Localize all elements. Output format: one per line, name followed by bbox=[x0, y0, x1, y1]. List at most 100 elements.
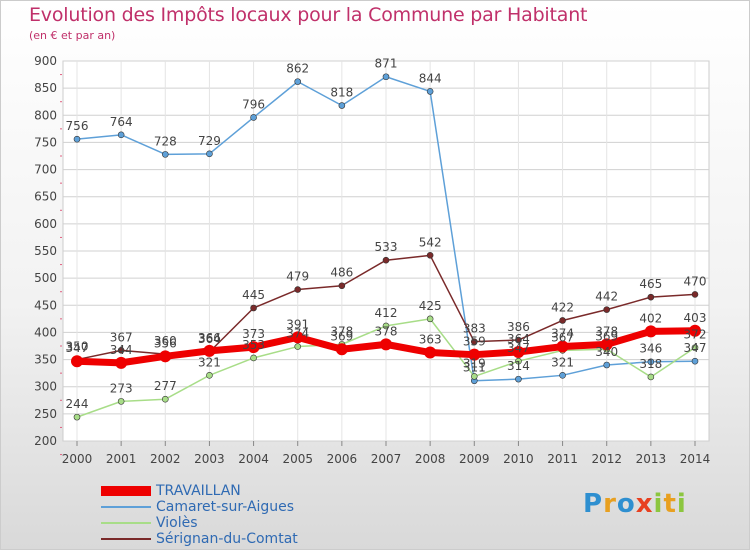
y-tick-label: 850 bbox=[34, 81, 57, 95]
data-point bbox=[556, 340, 569, 353]
data-label: 318 bbox=[639, 357, 662, 371]
legend-item: Camaret-sur-Aigues bbox=[101, 499, 401, 515]
data-label: 422 bbox=[551, 300, 574, 314]
data-label: 383 bbox=[463, 322, 486, 336]
data-point bbox=[338, 102, 346, 109]
data-label: 533 bbox=[375, 240, 398, 254]
x-tick-label: 2014 bbox=[680, 452, 711, 466]
legend-swatch bbox=[101, 486, 151, 496]
chart-title: Evolution des Impôts locaux pour la Comm… bbox=[29, 4, 588, 26]
data-label: 818 bbox=[330, 86, 353, 100]
logo-letter: x bbox=[635, 489, 654, 519]
data-point bbox=[515, 357, 522, 365]
data-label: 378 bbox=[330, 324, 353, 338]
logo-letter: P bbox=[583, 489, 604, 519]
y-tick-label: 600 bbox=[34, 217, 57, 231]
data-label: 729 bbox=[198, 134, 221, 148]
data-point bbox=[294, 78, 302, 85]
data-label: 363 bbox=[419, 333, 442, 347]
data-label: 367 bbox=[110, 330, 133, 344]
data-label: 391 bbox=[286, 317, 309, 331]
data-label: 378 bbox=[375, 324, 398, 338]
data-label: 470 bbox=[684, 274, 707, 288]
data-label: 412 bbox=[375, 306, 398, 320]
x-tick-label: 2003 bbox=[194, 452, 225, 466]
data-label: 871 bbox=[375, 57, 398, 71]
data-label: 386 bbox=[507, 320, 530, 334]
data-label: 364 bbox=[198, 332, 221, 346]
data-point bbox=[117, 131, 125, 139]
legend-item: TRAVAILLAN bbox=[101, 483, 401, 499]
data-label: 796 bbox=[242, 97, 265, 111]
data-point bbox=[382, 322, 390, 330]
x-tick-label: 2009 bbox=[459, 452, 490, 466]
y-tick-label: 650 bbox=[34, 190, 57, 204]
data-point bbox=[691, 357, 699, 365]
data-point bbox=[689, 324, 701, 337]
data-point bbox=[73, 135, 81, 143]
legend-label: TRAVAILLAN bbox=[156, 483, 241, 499]
data-point bbox=[559, 372, 566, 379]
data-label: 321 bbox=[551, 355, 574, 369]
data-point bbox=[644, 325, 657, 338]
data-label: 479 bbox=[286, 270, 309, 284]
data-label: 728 bbox=[154, 134, 177, 148]
data-label: 425 bbox=[419, 299, 442, 313]
data-point bbox=[647, 373, 655, 381]
data-point bbox=[73, 413, 81, 421]
data-point bbox=[161, 151, 169, 158]
logo-letter: o bbox=[616, 489, 636, 519]
data-point bbox=[382, 256, 390, 264]
data-label: 367 bbox=[551, 330, 574, 344]
y-tick-label: 250 bbox=[34, 407, 57, 421]
logo-letter: r bbox=[603, 489, 617, 519]
data-point bbox=[206, 372, 213, 379]
data-point bbox=[426, 88, 434, 95]
data-point bbox=[470, 338, 478, 345]
data-label: 311 bbox=[463, 361, 486, 375]
data-label: 764 bbox=[110, 115, 133, 129]
x-tick-label: 2005 bbox=[282, 452, 313, 466]
data-point bbox=[335, 343, 348, 356]
data-point bbox=[206, 150, 213, 158]
x-tick-label: 2000 bbox=[62, 452, 93, 466]
data-point bbox=[382, 73, 390, 81]
data-point bbox=[203, 344, 216, 357]
data-label: 442 bbox=[595, 290, 618, 304]
chart-legend: TRAVAILLAN Camaret-sur-Aigues Violès Sérign… bbox=[101, 483, 401, 547]
data-point bbox=[691, 344, 699, 351]
x-tick-label: 2006 bbox=[327, 452, 358, 466]
logo-letter: i bbox=[653, 489, 664, 519]
data-label: 364 bbox=[507, 332, 530, 346]
data-label: 402 bbox=[639, 311, 662, 325]
data-label: 353 bbox=[242, 338, 265, 352]
data-point bbox=[250, 304, 257, 312]
data-label: 369 bbox=[595, 329, 618, 343]
data-point bbox=[159, 350, 172, 363]
data-point bbox=[426, 252, 434, 259]
data-point bbox=[426, 315, 434, 323]
y-tick-label: 450 bbox=[34, 298, 57, 312]
data-point bbox=[647, 293, 655, 301]
data-label: 273 bbox=[110, 381, 133, 395]
data-label: 374 bbox=[551, 327, 574, 341]
legend-swatch bbox=[101, 506, 151, 508]
legend-item: Sérignan-du-Comtat bbox=[101, 531, 401, 547]
data-point bbox=[512, 345, 525, 358]
x-tick-label: 2013 bbox=[636, 452, 667, 466]
data-label: 378 bbox=[595, 324, 618, 338]
data-point bbox=[647, 358, 655, 366]
data-label: 372 bbox=[684, 328, 707, 342]
data-point bbox=[380, 338, 392, 351]
data-label: 340 bbox=[595, 345, 618, 359]
data-label: 347 bbox=[684, 341, 707, 355]
data-label: 359 bbox=[463, 335, 486, 349]
x-tick-label: 2002 bbox=[150, 452, 181, 466]
data-label: 347 bbox=[507, 341, 530, 355]
data-point bbox=[291, 331, 304, 344]
data-point bbox=[470, 373, 478, 380]
legend-label: Sérignan-du-Comtat bbox=[156, 531, 298, 547]
x-tick-label: 2010 bbox=[503, 452, 534, 466]
x-tick-label: 2011 bbox=[547, 452, 578, 466]
x-tick-label: 2001 bbox=[106, 452, 137, 466]
